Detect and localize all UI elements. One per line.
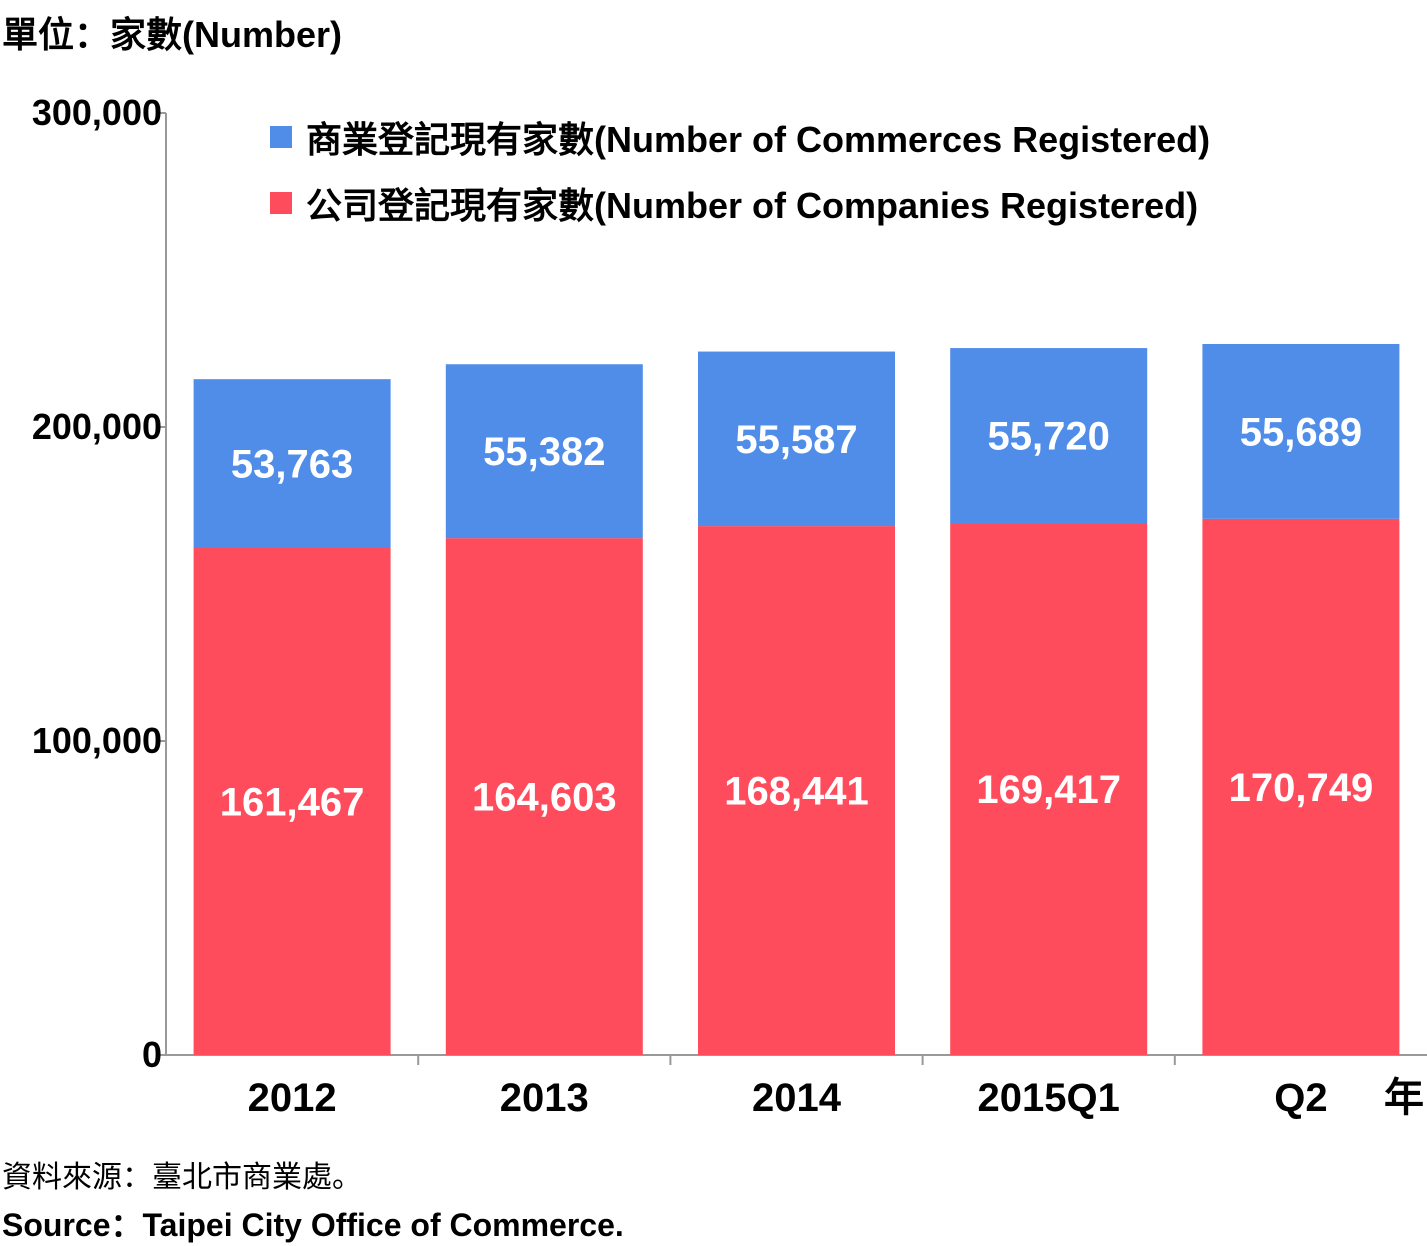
y-tick-label: 200,000: [32, 406, 162, 447]
data-label-commerces: 53,763: [231, 443, 353, 487]
data-label-companies: 164,603: [472, 776, 617, 820]
bar-companies: [1202, 518, 1400, 1055]
x-tick-label: 2015Q1: [978, 1076, 1120, 1120]
legend-swatch-commerces: [270, 126, 292, 148]
source-en: Source：Taipei City Office of Commerce.: [2, 1207, 624, 1243]
data-label-companies: 168,441: [724, 770, 869, 814]
x-tick-label: 2012: [248, 1076, 337, 1120]
bar-companies: [445, 538, 643, 1055]
legend-item-companies: 公司登記現有家數(Number of Companies Registered): [270, 170, 1210, 236]
bar-commerces: [950, 348, 1148, 524]
y-tick-label: 0: [142, 1034, 162, 1075]
x-tick-label: 2014: [752, 1076, 842, 1120]
legend-item-commerces: 商業登記現有家數(Number of Commerces Registered): [270, 104, 1210, 170]
y-tick-label: 100,000: [32, 720, 162, 761]
data-label-commerces: 55,689: [1240, 410, 1362, 454]
x-tick-label: 2013: [500, 1076, 589, 1120]
x-tick-label: Q2: [1274, 1076, 1327, 1120]
legend-label-commerces: 商業登記現有家數(Number of Commerces Registered): [306, 119, 1211, 160]
bar-companies: [193, 547, 391, 1055]
legend-swatch-companies: [270, 192, 292, 214]
data-label-commerces: 55,720: [988, 415, 1110, 459]
x-axis-unit-label: 年: [1384, 1076, 1424, 1120]
bar-commerces: [1202, 343, 1400, 519]
data-label-companies: 170,749: [1229, 766, 1374, 810]
data-label-commerces: 55,382: [483, 430, 605, 474]
bar-commerces: [193, 379, 391, 548]
bar-companies: [950, 523, 1148, 1055]
bar-commerces: [445, 364, 643, 539]
bar-companies: [698, 526, 895, 1055]
source-zh: 資料來源：臺北市商業處。: [2, 1161, 362, 1194]
bar-commerces: [698, 351, 895, 527]
legend-label-companies: 公司登記現有家數(Number of Companies Registered): [306, 185, 1199, 226]
unit-label: 單位：家數(Number): [2, 14, 342, 55]
data-label-commerces: 55,587: [735, 418, 857, 462]
data-label-companies: 169,417: [976, 768, 1121, 812]
legend: 商業登記現有家數(Number of Commerces Registered)…: [270, 104, 1210, 236]
stacked-bar-chart: 0 100,000 200,000 300,000 161,467 53,763 2012 1…: [32, 92, 1427, 1120]
y-tick-label: 300,000: [32, 92, 162, 133]
data-label-companies: 161,467: [220, 780, 365, 824]
